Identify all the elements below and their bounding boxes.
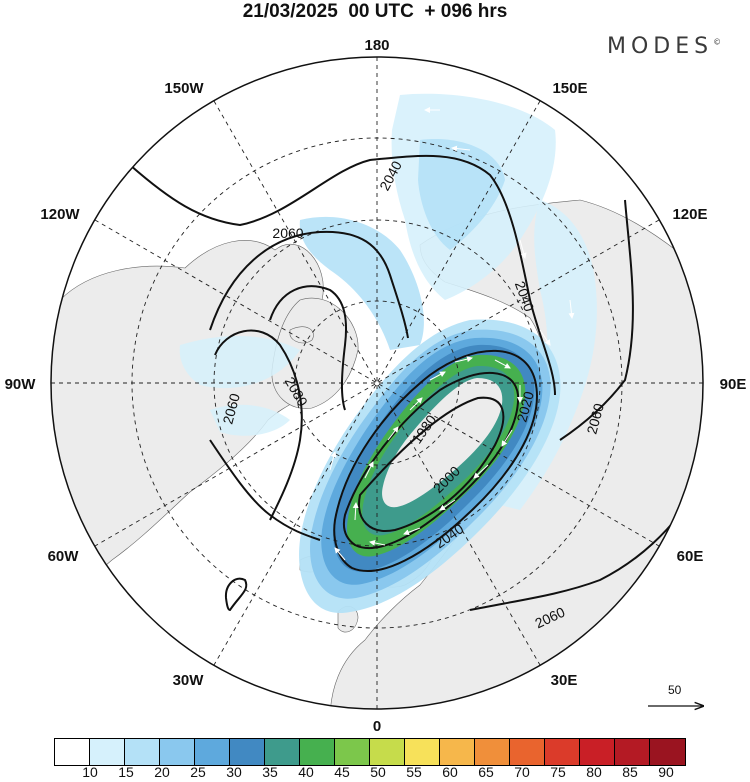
- lon-label-60w: 60W: [48, 548, 80, 565]
- colorbar-swatch: [230, 739, 265, 765]
- colorbar-tick-label: 60: [442, 764, 458, 780]
- colorbar: [54, 738, 686, 766]
- lon-label-180: 180: [364, 37, 389, 54]
- longitude-labels: 180 150E 120E 90E 60E 30E 0 30W 60W 90W …: [5, 37, 747, 735]
- colorbar-swatch: [405, 739, 440, 765]
- colorbar-swatch: [510, 739, 545, 765]
- colorbar-labels: 10 15 20 25 30 35 40 45 50 55 60 65 70 75 80 85 90: [54, 764, 702, 782]
- colorbar-swatch: [370, 739, 405, 765]
- colorbar-tick-label: 90: [658, 764, 674, 780]
- wind-speed-shading: [179, 93, 597, 614]
- brand-name: MODES: [607, 34, 714, 59]
- map-border: [50, 56, 704, 710]
- colorbar-swatch: [265, 739, 300, 765]
- lon-label-120e: 120E: [672, 206, 707, 223]
- colorbar-swatch: [475, 739, 510, 765]
- lon-label-30w: 30W: [173, 672, 205, 689]
- colorbar-tick-label: 25: [190, 764, 206, 780]
- contour-label: 2060: [219, 391, 243, 425]
- lon-label-150w: 150W: [164, 80, 204, 97]
- lon-label-60e: 60E: [677, 548, 704, 565]
- colorbar-swatch: [545, 739, 580, 765]
- contour-label: 2060: [583, 401, 607, 435]
- lon-label-90w: 90W: [5, 376, 37, 393]
- colorbar-swatch: [55, 739, 90, 765]
- colorbar-tick-label: 70: [514, 764, 530, 780]
- reference-vector-label: 50: [668, 683, 682, 697]
- colorbar-tick-label: 85: [622, 764, 638, 780]
- colorbar-swatch: [195, 739, 230, 765]
- lon-label-0: 0: [373, 718, 381, 735]
- wind-vectors: [329, 107, 575, 561]
- colorbar-tick-label: 40: [298, 764, 314, 780]
- map-title: 21/03/2025 00 UTC + 096 hrs: [242, 1, 508, 22]
- colorbar-tick-label: 10: [82, 764, 98, 780]
- colorbar-swatch: [580, 739, 615, 765]
- colorbar-tick-label: 65: [478, 764, 494, 780]
- colorbar-swatch: [650, 739, 685, 765]
- polar-map: 180 150E 120E 90E 60E 30E 0 30W 60W 90W …: [5, 37, 747, 735]
- colorbar-swatch: [125, 739, 160, 765]
- contour-label: 2020: [513, 389, 537, 423]
- colorbar-tick-label: 35: [262, 764, 278, 780]
- colorbar-tick-label: 55: [406, 764, 422, 780]
- colorbar-tick-label: 30: [226, 764, 242, 780]
- brand-mark: ©: [713, 37, 722, 47]
- colorbar-swatch: [160, 739, 195, 765]
- colorbar-swatch: [300, 739, 335, 765]
- lon-label-120w: 120W: [40, 206, 80, 223]
- colorbar-swatch: [615, 739, 650, 765]
- colorbar-swatch: [335, 739, 370, 765]
- lon-label-30e: 30E: [551, 672, 578, 689]
- colorbar-tick-label: 45: [334, 764, 350, 780]
- brand-logo: MODES©: [607, 34, 721, 59]
- colorbar-tick-label: 75: [550, 764, 566, 780]
- colorbar-tick-label: 15: [118, 764, 134, 780]
- lon-label-150e: 150E: [552, 80, 587, 97]
- colorbar-tick-label: 50: [370, 764, 386, 780]
- height-contours: [129, 154, 691, 612]
- lon-label-90e: 90E: [720, 376, 747, 393]
- colorbar-swatch: [440, 739, 475, 765]
- colorbar-tick-label: 20: [154, 764, 170, 780]
- contour-label: 2060: [272, 225, 303, 241]
- colorbar-swatch: [90, 739, 125, 765]
- colorbar-tick-label: 80: [586, 764, 602, 780]
